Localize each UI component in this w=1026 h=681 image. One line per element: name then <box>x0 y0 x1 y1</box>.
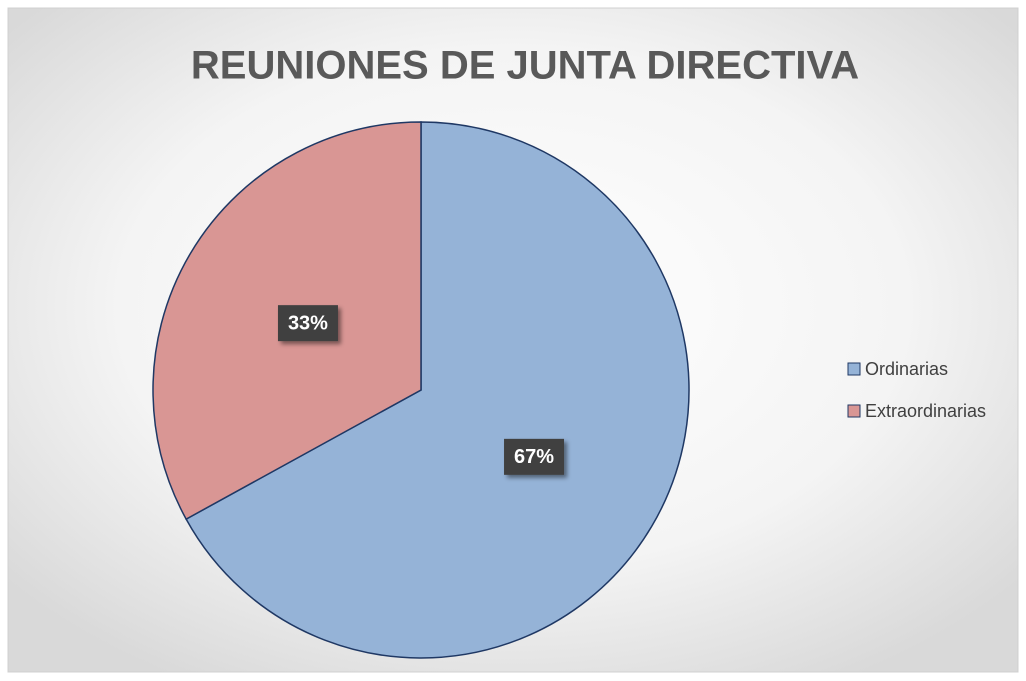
legend-label: Extraordinarias <box>865 401 986 421</box>
legend-swatch <box>847 404 861 418</box>
data-label: 33% <box>288 312 328 334</box>
pie-slice <box>185 121 690 659</box>
legend-label: Ordinarias <box>865 359 948 379</box>
chart-title: REUNIONES DE JUNTA DIRECTIVA <box>191 44 859 88</box>
data-label-box <box>277 305 338 342</box>
data-label: 67% <box>514 446 554 468</box>
data-label-box <box>504 438 565 475</box>
legend-swatch <box>847 362 861 376</box>
